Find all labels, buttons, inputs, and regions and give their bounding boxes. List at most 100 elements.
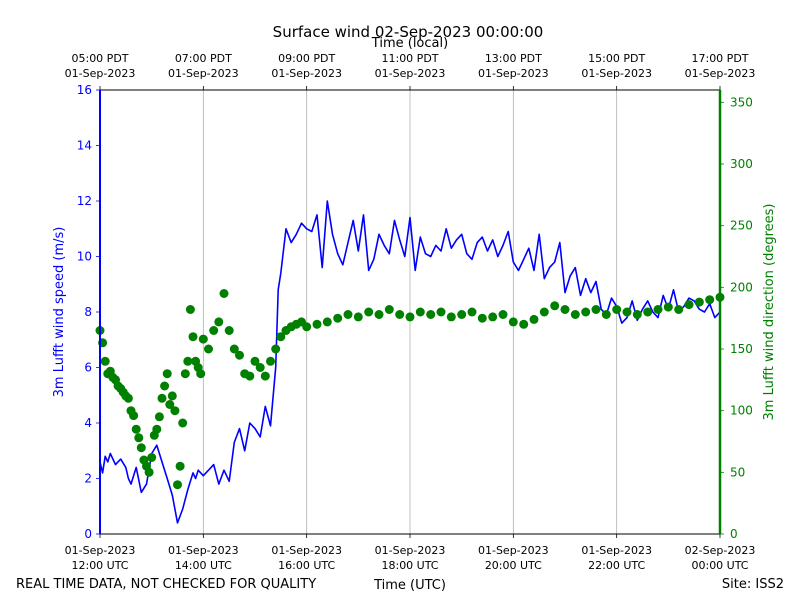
wind-direction-point — [165, 400, 175, 409]
quality-disclaimer: REAL TIME DATA, NOT CHECKED FOR QUALITY — [16, 577, 316, 592]
wind-direction-point — [245, 371, 255, 381]
wind-direction-point — [477, 313, 487, 323]
wind-direction-point — [185, 305, 195, 314]
top-tick-time: 17:00 PDT — [691, 52, 748, 65]
top-tick-date: 01-Sep-2023 — [65, 67, 136, 80]
wind-direction-point — [622, 307, 632, 317]
left-axis-ticks: 0 2 4 6 8 10 12 14 16 — [77, 83, 100, 541]
bottom-tick-date: 01-Sep-2023 — [478, 544, 549, 557]
top-tick-date: 01-Sep-2023 — [375, 67, 446, 80]
wind-direction-point — [395, 310, 405, 319]
wind-direction-point — [560, 305, 570, 314]
wind-direction-point — [178, 418, 188, 428]
wind-direction-point — [374, 310, 384, 319]
bottom-tick-time: 14:00 UTC — [175, 559, 232, 572]
wind-direction-point — [333, 313, 343, 323]
right-tick-label: 0 — [730, 527, 738, 541]
wind-direction-point — [436, 307, 446, 317]
wind-direction-point — [498, 310, 508, 319]
right-tick-label: 50 — [730, 465, 745, 479]
wind-direction-point — [229, 344, 239, 354]
wind-direction-point — [180, 369, 190, 379]
wind-direction-point — [266, 356, 275, 366]
wind-direction-point — [152, 424, 162, 434]
wind-direction-point — [457, 310, 467, 319]
wind-direction-point — [508, 317, 518, 327]
wind-direction-point — [446, 312, 456, 322]
wind-direction-point — [214, 317, 224, 327]
left-tick-label: 10 — [77, 250, 92, 264]
top-tick-time: 07:00 PDT — [175, 52, 232, 65]
bottom-tick-time: 00:00 UTC — [691, 559, 748, 572]
wind-direction-point — [173, 480, 182, 490]
wind-direction-point — [601, 310, 611, 319]
wind-direction-point — [167, 391, 177, 401]
bottom-tick-time: 20:00 UTC — [485, 559, 542, 572]
wind-direction-point — [129, 411, 139, 421]
wind-direction-point — [160, 381, 170, 391]
wind-speed-line — [99, 200, 721, 524]
wind-direction-point — [235, 350, 244, 360]
wind-direction-point — [519, 319, 529, 329]
wind-direction-point — [684, 300, 694, 310]
right-axis-label: 3m Lufft wind direction (degrees) — [762, 204, 777, 421]
wind-direction-point — [131, 424, 141, 434]
wind-direction-point — [170, 406, 180, 416]
left-axis-label: 3m Lufft wind speed (m/s) — [52, 227, 67, 398]
wind-direction-point — [364, 307, 374, 317]
left-tick-label: 6 — [84, 361, 92, 375]
left-tick-label: 12 — [77, 194, 92, 208]
top-tick-date: 01-Sep-2023 — [685, 67, 756, 80]
right-axis-ticks: 0 50 100 150 200 250 300 350 — [720, 95, 753, 541]
wind-direction-point — [183, 356, 193, 366]
wind-direction-point — [123, 393, 133, 403]
top-tick-date: 01-Sep-2023 — [271, 67, 342, 80]
wind-direction-point — [353, 312, 363, 322]
right-tick-label: 100 — [730, 404, 753, 418]
wind-direction-point — [276, 332, 286, 342]
wind-direction-point — [209, 326, 219, 335]
wind-direction-point — [550, 301, 560, 311]
wind-direction-point — [224, 326, 234, 335]
wind-direction-point — [100, 356, 110, 366]
bottom-tick-time: 18:00 UTC — [381, 559, 438, 572]
wind-direction-point — [529, 314, 539, 324]
wind-direction-point — [154, 412, 164, 422]
bottom-tick-date: 01-Sep-2023 — [271, 544, 342, 557]
wind-direction-point — [405, 312, 415, 322]
right-tick-label: 150 — [730, 342, 753, 356]
wind-direction-point — [694, 297, 704, 307]
bottom-tick-date: 01-Sep-2023 — [65, 544, 136, 557]
top-axis-label: Time (local) — [371, 36, 448, 51]
x-axis-label: Time (UTC) — [373, 578, 446, 593]
left-tick-label: 2 — [84, 472, 92, 486]
bottom-tick-date: 01-Sep-2023 — [168, 544, 239, 557]
wind-direction-point — [705, 295, 715, 305]
bottom-tick-time: 12:00 UTC — [71, 559, 128, 572]
top-tick-time: 09:00 PDT — [278, 52, 335, 65]
bottom-tick-date: 02-Sep-2023 — [685, 544, 756, 557]
wind-direction-point — [632, 310, 642, 319]
wind-speed-series — [99, 200, 721, 524]
wind-direction-point — [188, 332, 198, 342]
left-tick-label: 4 — [84, 416, 92, 430]
wind-direction-point — [570, 310, 580, 319]
bottom-tick-date: 01-Sep-2023 — [581, 544, 652, 557]
top-tick-time: 15:00 PDT — [588, 52, 645, 65]
right-tick-label: 300 — [730, 157, 753, 171]
wind-direction-point — [384, 305, 394, 314]
wind-direction-point — [196, 369, 206, 379]
wind-direction-point — [343, 310, 353, 319]
wind-direction-point — [271, 344, 281, 354]
wind-direction-point — [467, 307, 477, 317]
wind-direction-point — [415, 307, 425, 317]
wind-direction-point — [162, 369, 172, 379]
top-axis-ticks: 05:00 PDT 01-Sep-2023 07:00 PDT 01-Sep-2023… — [65, 52, 756, 90]
wind-direction-point — [312, 319, 322, 329]
top-tick-time: 13:00 PDT — [485, 52, 542, 65]
wind-direction-point — [612, 305, 622, 314]
top-tick-date: 01-Sep-2023 — [581, 67, 652, 80]
wind-direction-point — [643, 307, 653, 317]
wind-direction-point — [663, 302, 673, 312]
